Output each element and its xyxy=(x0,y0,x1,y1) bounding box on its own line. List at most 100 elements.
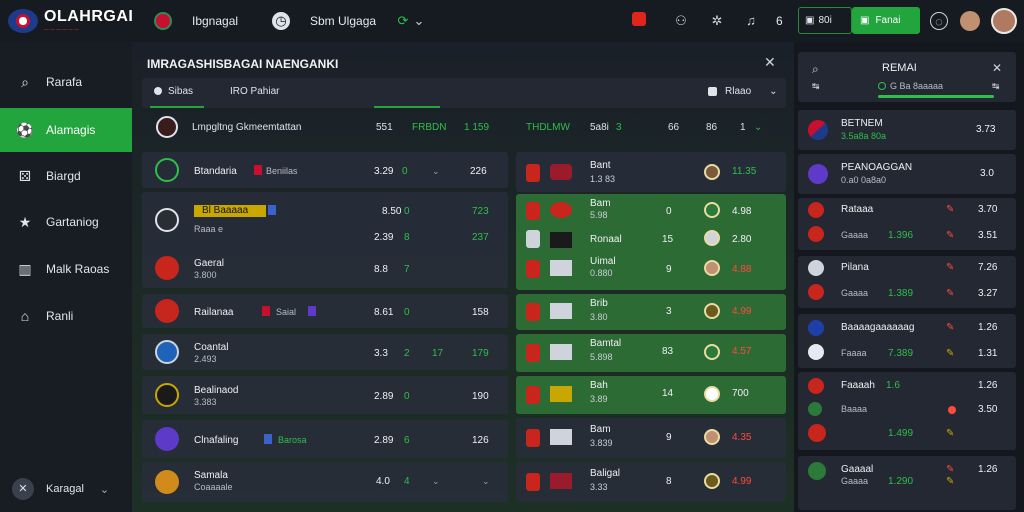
team-icon xyxy=(155,299,179,323)
match-row[interactable]: Bah 3.89 14 700 xyxy=(516,376,786,414)
odds-value[interactable]: 4.99 xyxy=(732,306,752,317)
table-row[interactable]: Samala Coaaaale 4.0 4 ⌄ ⌄ xyxy=(142,462,508,502)
arrows-icon[interactable]: ↹ xyxy=(992,81,1000,91)
register-button[interactable]: ▣ Fanai xyxy=(852,7,920,34)
chevron-down-icon[interactable]: ⌄ xyxy=(432,476,440,486)
region-label[interactable]: Sbm Ulgaga xyxy=(310,14,377,28)
user-icon[interactable]: ⚇ xyxy=(675,13,687,28)
table-row[interactable]: Clnafaling Barosa 2.89 6 126 xyxy=(142,420,508,458)
odds-value[interactable]: 2.39 xyxy=(374,232,394,243)
odds-value[interactable]: 190 xyxy=(472,391,489,402)
chevron-down-icon[interactable]: ⌄ xyxy=(413,13,425,28)
betslip-item[interactable]: PEANOAGGAN 0.a0 0a8a0 3.0 xyxy=(798,154,1016,194)
odds-value[interactable]: 4.88 xyxy=(732,264,752,275)
search-icon[interactable]: ⌕ xyxy=(812,62,819,76)
odds-value[interactable]: 11.35 xyxy=(732,166,757,177)
odds-value[interactable]: 4.35 xyxy=(732,432,752,443)
clock-icon[interactable]: ◷ xyxy=(272,12,290,30)
match-row[interactable]: Bamtal 5.898 83 4.57 xyxy=(516,334,786,372)
avatar[interactable] xyxy=(991,8,1017,34)
table-row[interactable]: Bealinaod 3.383 2.89 0 190 xyxy=(142,376,508,414)
odds-value[interactable]: 2.80 xyxy=(732,234,752,245)
odds-value[interactable]: 158 xyxy=(472,307,489,318)
brand-logo[interactable]: OLAHRGAI —————— xyxy=(8,7,133,35)
table-row[interactable]: Bl Baaaaa Raaa e 8.50 0 723 2.39 8 237 G… xyxy=(142,192,508,288)
brand-name: OLAHRGAI xyxy=(44,8,134,25)
edit-icon[interactable]: ✎ xyxy=(946,288,955,299)
odds-value[interactable]: 126 xyxy=(472,435,489,446)
odds-value[interactable]: 3.29 xyxy=(374,166,394,177)
bell-icon[interactable]: ♫ xyxy=(746,13,756,28)
sidebar-item-alamagis[interactable]: ⚽ Alamagis xyxy=(0,108,132,152)
arrows-icon[interactable]: ↹ xyxy=(812,81,820,91)
odds-value[interactable]: 179 xyxy=(472,348,489,359)
edit-icon[interactable]: ✎ xyxy=(946,464,955,475)
table-row[interactable]: Coantal 2.493 3.3 2 17 179 xyxy=(142,334,508,370)
team-name: Bealinaod xyxy=(194,385,239,396)
betslip-item[interactable]: BETNEM 3.5a8a 80a 3.73 xyxy=(798,110,1016,150)
odds-value[interactable]: 723 xyxy=(472,206,489,217)
match-row[interactable]: Bam 3.839 9 4.35 xyxy=(516,418,786,458)
tab-sibas[interactable]: Sibas xyxy=(154,86,193,97)
table-row[interactable]: Railanaa Saial 8.61 0 158 xyxy=(142,294,508,328)
odds-value[interactable]: 3.3 xyxy=(374,348,388,359)
sidebar-item-gartaniog[interactable]: ★ Gartaniog xyxy=(0,200,132,244)
refresh-icon[interactable]: ⟳ xyxy=(397,13,409,28)
odds-value[interactable]: 2.89 xyxy=(374,435,394,446)
odds-change: 4 xyxy=(404,476,410,487)
edit-icon[interactable]: ✎ xyxy=(946,322,955,333)
odds-value[interactable]: 2.89 xyxy=(374,391,394,402)
odds-value[interactable]: 4.57 xyxy=(732,346,752,357)
odds-value[interactable]: 8.61 xyxy=(374,307,394,318)
betslip-item[interactable]: Faaaah 1.6 1.26 Baaaa 3.50 1.499 ✎ xyxy=(798,372,1016,450)
match-row[interactable]: Baligal 3.33 8 4.99 xyxy=(516,462,786,502)
odds-value[interactable]: 700 xyxy=(732,388,749,399)
betslip-item[interactable]: Pilana ✎ 7.26 Gaaaa 1.389 ✎ 3.27 xyxy=(798,256,1016,308)
close-icon[interactable]: ✕ xyxy=(764,54,776,70)
kenya-flag-icon[interactable] xyxy=(154,12,172,30)
match-row[interactable]: Bam 5.98 0 4.98 Ronaal 15 2.80 Uimal 0.8… xyxy=(516,194,786,290)
tab-iro-pahiar[interactable]: IRO Pahiar xyxy=(230,86,280,97)
odds-value[interactable]: 8.50 xyxy=(382,206,402,217)
team-sub: 1.3 83 xyxy=(590,174,616,184)
odds-value[interactable]: 237 xyxy=(472,232,489,243)
nav-label[interactable]: Ibgnagal xyxy=(192,14,239,28)
sidebar-item-ranli[interactable]: ⌂ Ranli xyxy=(0,294,132,338)
settings-icon[interactable]: ✲ xyxy=(711,13,723,28)
odds-value[interactable]: 8.8 xyxy=(374,264,388,275)
edit-icon[interactable]: ✎ xyxy=(946,262,955,273)
match-number: 8 xyxy=(666,476,672,487)
chevron-down-icon[interactable]: ⌄ xyxy=(432,166,440,176)
odds-value[interactable]: 226 xyxy=(470,166,487,177)
betslip-item[interactable]: Rataaa ✎ 3.70 Gaaaa 1.396 ✎ 3.51 xyxy=(798,198,1016,250)
odds-value[interactable]: 4.99 xyxy=(732,476,752,487)
live-icon[interactable] xyxy=(632,12,646,26)
filter-select[interactable]: Rlaao ⌄ xyxy=(708,86,778,97)
top-bar: OLAHRGAI —————— Ibgnagal ◷ Sbm Ulgaga ⟳ … xyxy=(0,0,1024,42)
flag-icon xyxy=(308,306,316,316)
sidebar-footer[interactable]: ✕ Karagal ⌄ xyxy=(12,478,109,500)
edit-icon[interactable]: ✎ xyxy=(946,428,955,439)
odds-value[interactable]: 4.0 xyxy=(376,476,390,487)
club-badge xyxy=(704,303,720,319)
edit-icon[interactable]: ✎ xyxy=(946,230,955,241)
betslip-item[interactable]: Baaaagaaaaaag ✎ 1.26 Faaaa 7.389 ✎ 1.31 xyxy=(798,314,1016,368)
odds-value[interactable]: 4.98 xyxy=(732,206,752,217)
chevron-down-icon[interactable]: ⌄ xyxy=(482,476,490,486)
match-row[interactable]: Bant 1.3 83 11.35 xyxy=(516,152,786,192)
avatar-small[interactable] xyxy=(960,11,980,31)
table-row[interactable]: Btandaria Beniilas 3.29 0 ⌄ 226 xyxy=(142,152,508,188)
bet-sub: Gaaaa xyxy=(841,288,869,298)
close-icon[interactable]: ✕ xyxy=(992,61,1003,75)
edit-icon[interactable]: ✎ xyxy=(946,476,955,487)
edit-icon[interactable]: ✎ xyxy=(946,204,955,215)
sidebar-item-biargd[interactable]: ⚄ Biargd xyxy=(0,154,132,198)
team-name: Bam xyxy=(590,424,611,435)
sidebar-item-rarafa[interactable]: ⌕ Rarafa xyxy=(0,60,132,104)
help-icon[interactable]: ◌ xyxy=(930,12,948,30)
sidebar-item-malk-raoas[interactable]: ▥ Malk Raoas xyxy=(0,247,132,291)
match-row[interactable]: Brib 3.80 3 4.99 xyxy=(516,294,786,330)
login-button[interactable]: ▣ 80i xyxy=(798,7,852,34)
edit-icon[interactable]: ✎ xyxy=(946,348,955,359)
betslip-item[interactable]: Gaaaal ✎ 1.26 Gaaaa 1.290 ✎ xyxy=(798,456,1016,510)
